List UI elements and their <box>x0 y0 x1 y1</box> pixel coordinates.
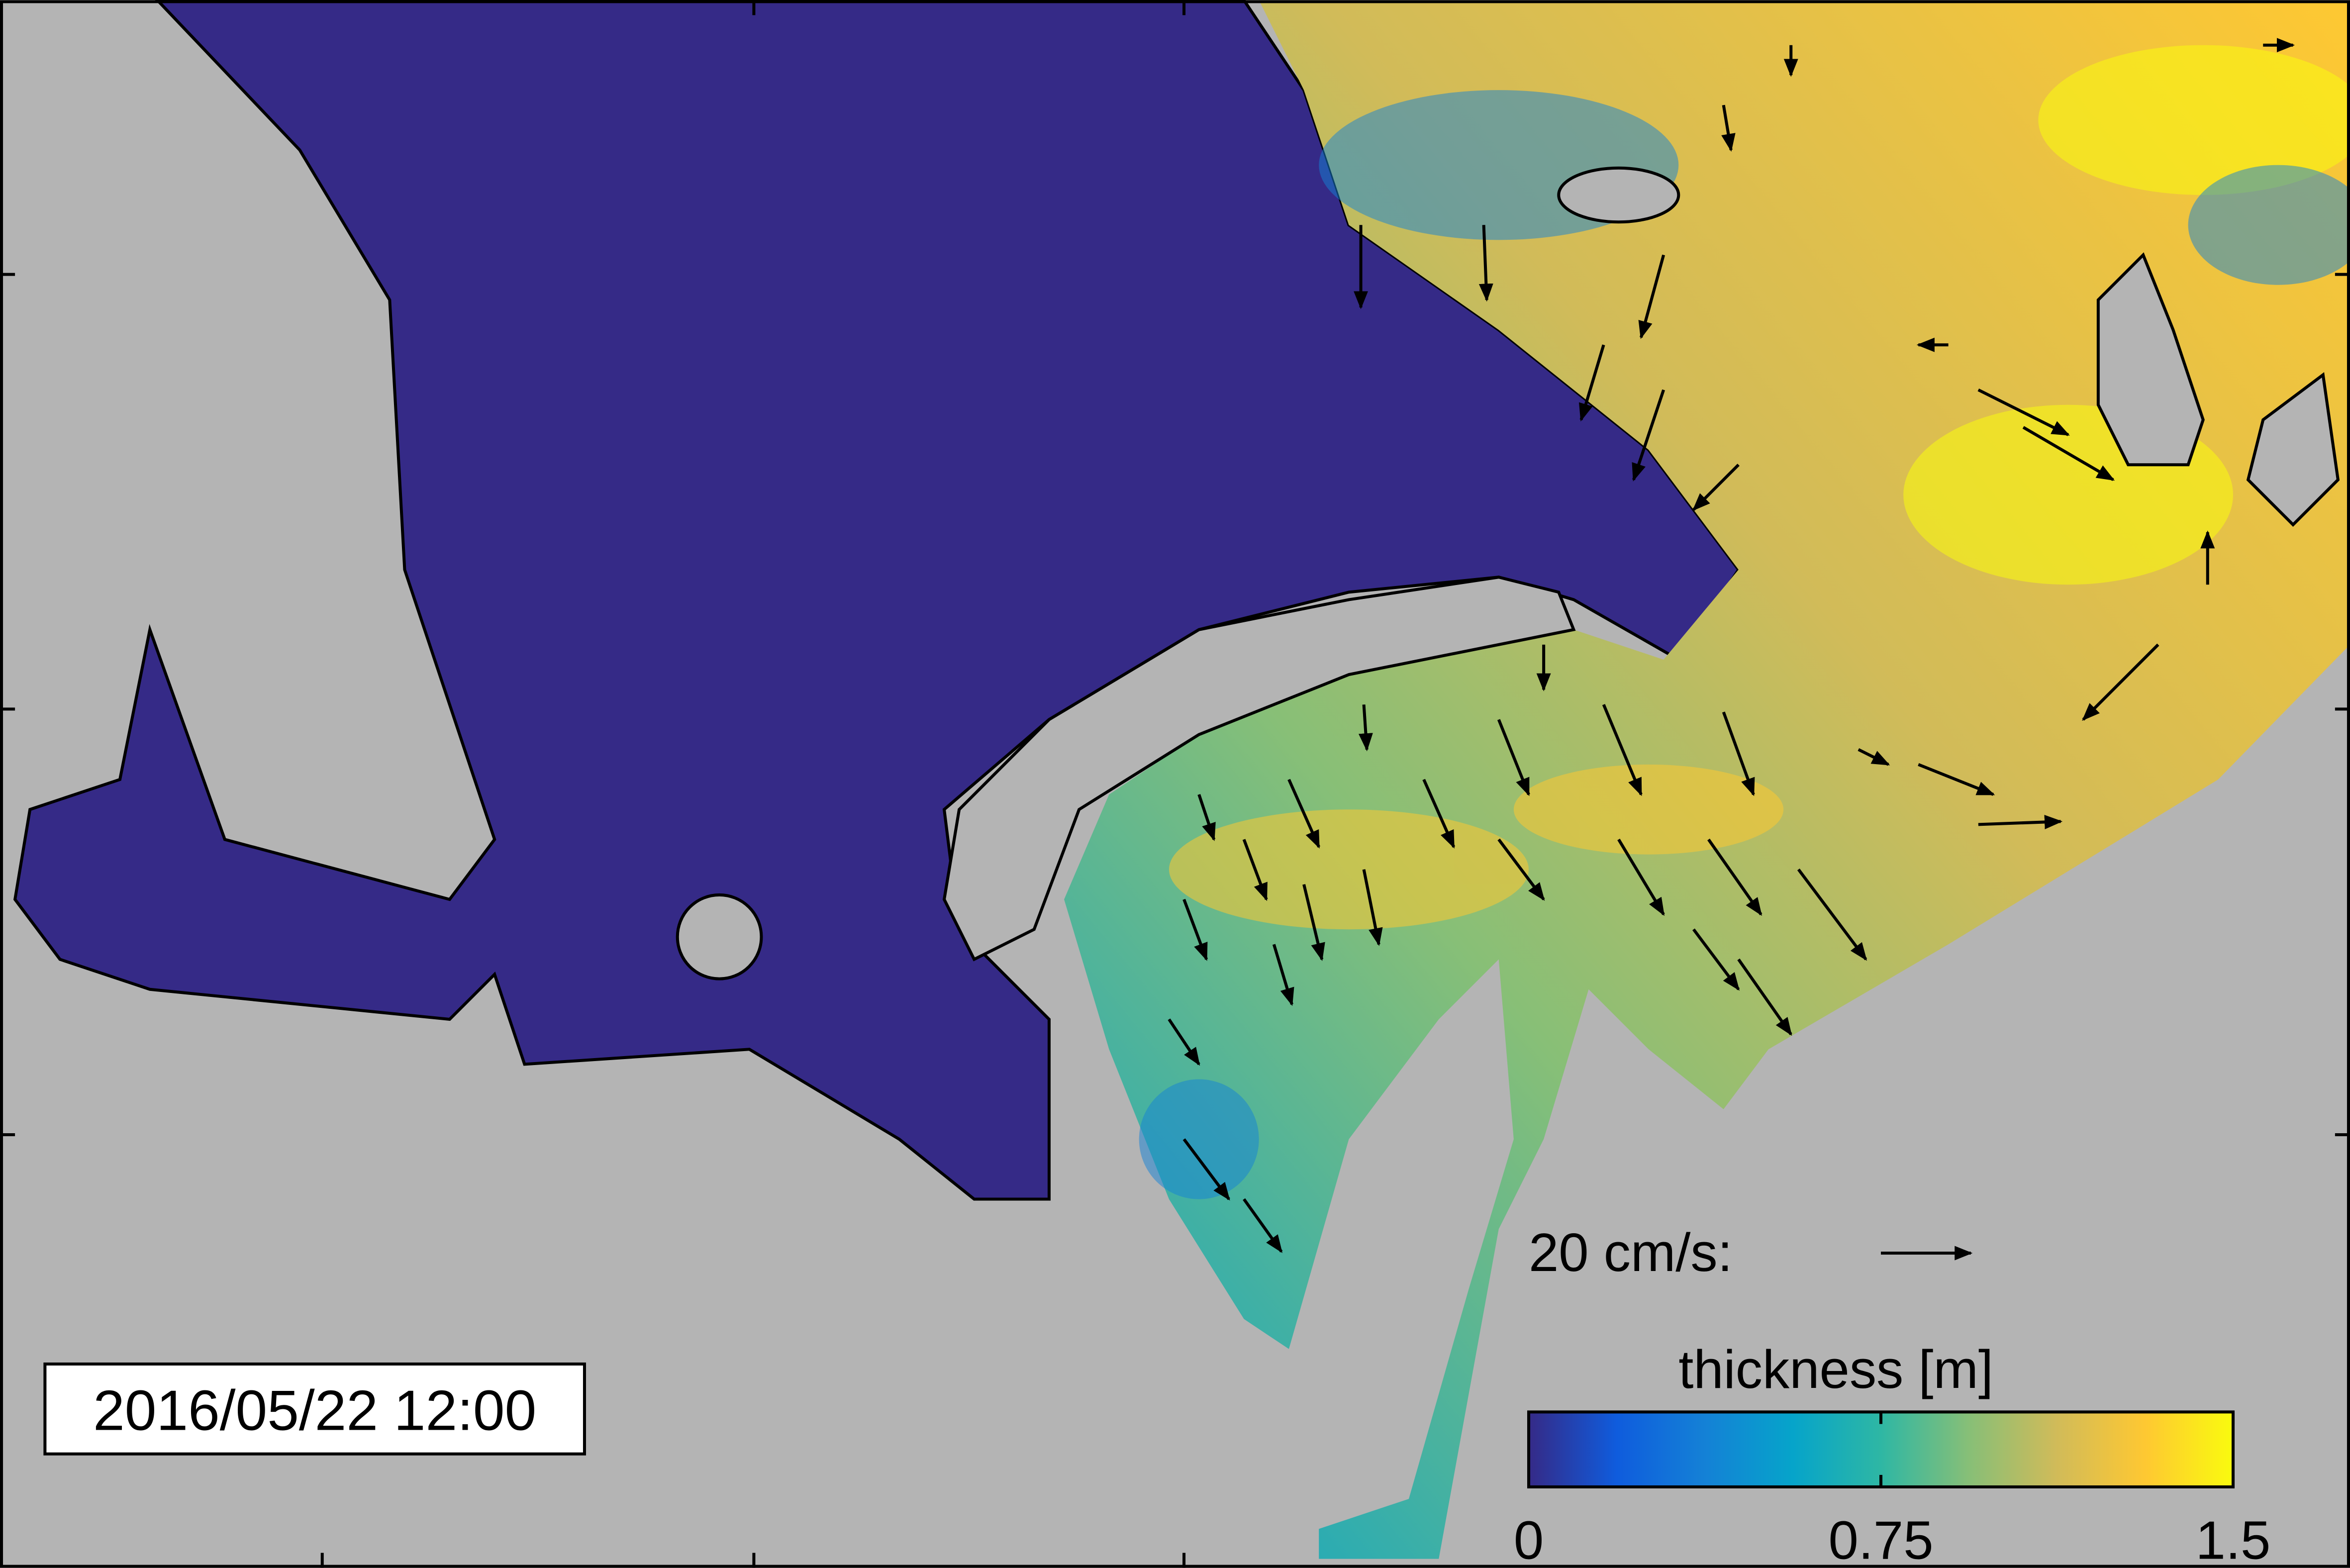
island <box>2246 372 2340 527</box>
colorbar-tick-label: 1.5 <box>2196 1510 2271 1568</box>
timestamp: 2016/05/22 12:00 <box>93 1378 536 1442</box>
peninsula <box>942 576 1576 962</box>
thick-ice <box>1169 45 2350 930</box>
island <box>2096 252 2205 467</box>
drift-vectors <box>1168 38 2295 1253</box>
island <box>676 893 763 980</box>
colorbar <box>1527 1410 2235 1488</box>
island <box>1557 166 1680 224</box>
colorbar-tick-label: 0 <box>1514 1510 1544 1568</box>
colorbar-tick-label: 0.75 <box>1828 1510 1933 1568</box>
timestamp-box <box>43 1362 586 1456</box>
scale-label: 20 cm/s: <box>1529 1222 1733 1282</box>
colorbar-label: thickness [m] <box>1678 1339 1993 1399</box>
